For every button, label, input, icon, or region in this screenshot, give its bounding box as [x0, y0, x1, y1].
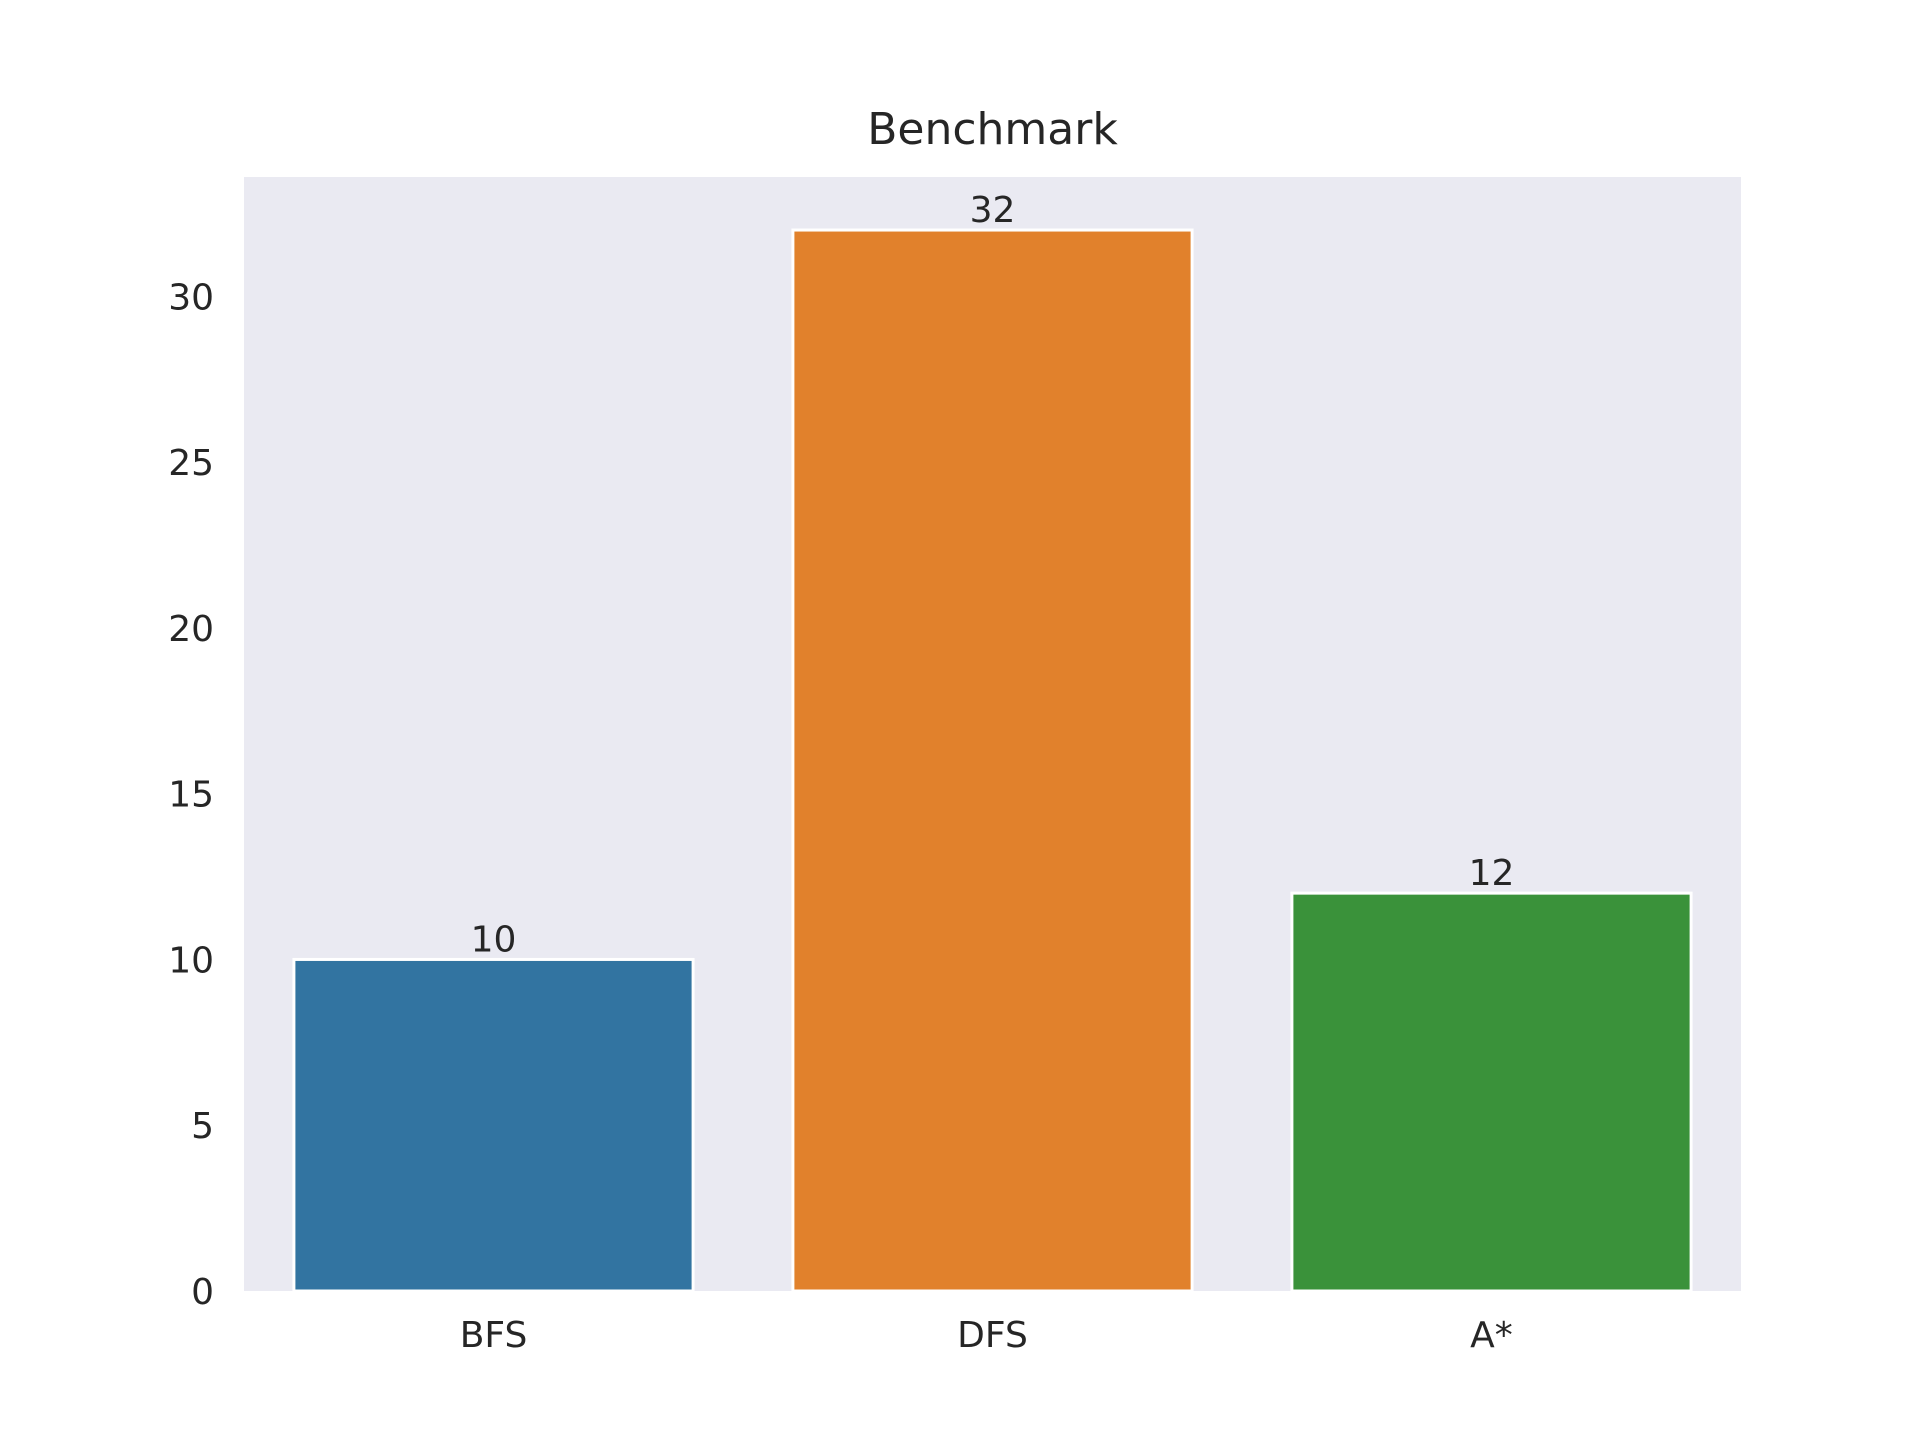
bar-astar	[1290, 891, 1693, 1293]
x-axis-ticks: BFS DFS A*	[460, 1315, 1513, 1356]
bar-dfs	[791, 228, 1194, 1293]
x-tick-label: BFS	[460, 1315, 528, 1356]
bars-group	[292, 228, 1693, 1293]
y-axis-ticks: 0 5 10 15 20 25 30	[168, 277, 214, 1313]
bar-value-label: 12	[1469, 853, 1515, 894]
y-tick-label: 25	[168, 443, 214, 484]
bar-value-label: 32	[970, 190, 1016, 231]
y-tick-label: 0	[191, 1272, 214, 1313]
y-tick-label: 5	[191, 1106, 214, 1147]
y-tick-label: 30	[168, 277, 214, 318]
bar-value-label: 10	[471, 919, 517, 960]
chart-title: Benchmark	[867, 104, 1118, 155]
y-tick-label: 10	[168, 940, 214, 981]
y-tick-label: 20	[168, 609, 214, 650]
bar-bfs	[292, 957, 695, 1293]
x-tick-label: A*	[1470, 1315, 1513, 1356]
y-tick-label: 15	[168, 775, 214, 816]
x-tick-label: DFS	[957, 1315, 1028, 1356]
bar-labels-group: 10 32 12	[471, 190, 1515, 960]
